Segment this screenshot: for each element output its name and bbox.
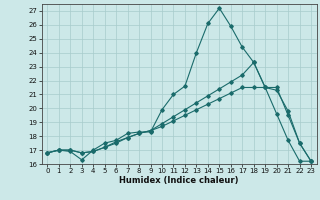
X-axis label: Humidex (Indice chaleur): Humidex (Indice chaleur) <box>119 176 239 185</box>
